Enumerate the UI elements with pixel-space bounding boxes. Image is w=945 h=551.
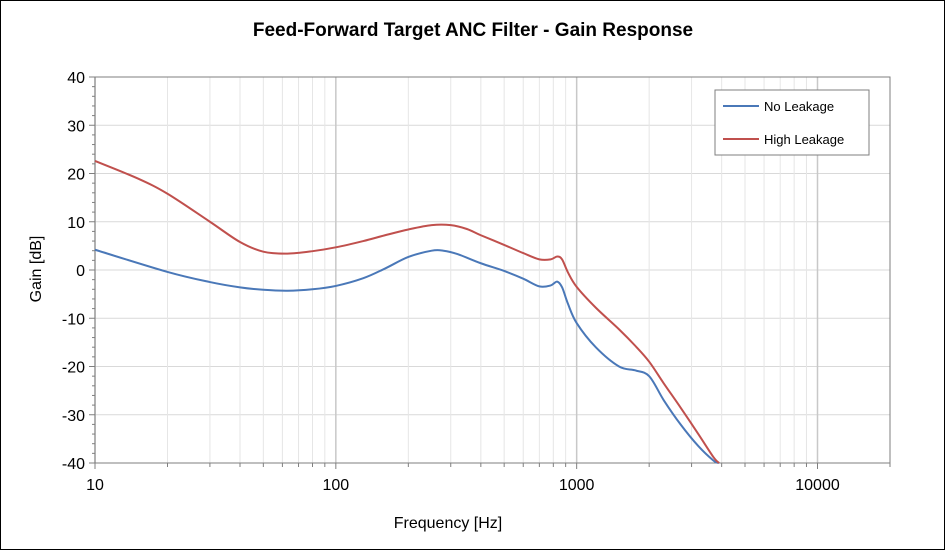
chart-title: Feed-Forward Target ANC Filter - Gain Re…: [253, 20, 693, 41]
x-axis-label: Frequency [Hz]: [394, 515, 502, 532]
legend-box: [714, 89, 870, 156]
legend-label: High Leakage: [764, 132, 844, 147]
y-tick-label: -20: [62, 360, 85, 377]
x-tick-label: 10: [86, 477, 104, 494]
tick-marks: [89, 76, 891, 469]
x-tick-labels: 10 100 1000 10000: [86, 477, 840, 494]
legend: No Leakage High Leakage: [714, 89, 870, 156]
y-tick-label: 20: [67, 167, 85, 184]
y-tick-label: -30: [62, 408, 85, 425]
x-tick-label: 10000: [795, 477, 840, 494]
y-tick-label: 40: [67, 70, 85, 87]
series-line-no-leakage: [94, 248, 720, 464]
x-tick-label: 1000: [559, 477, 595, 494]
y-tick-label: 10: [67, 215, 85, 232]
y-tick-labels: -40 -30 -20 -10 0 10 20 30 40: [62, 70, 85, 473]
y-axis-label: Gain [dB]: [28, 236, 45, 303]
x-tick-label: 100: [322, 477, 349, 494]
y-tick-label: 0: [76, 263, 85, 280]
y-tick-label: -10: [62, 311, 85, 328]
y-tick-label: 30: [67, 118, 85, 135]
y-tick-label: -40: [62, 456, 85, 473]
series-line-high-leakage: [94, 160, 720, 464]
series-layer: [94, 160, 720, 464]
legend-label: No Leakage: [764, 99, 834, 114]
